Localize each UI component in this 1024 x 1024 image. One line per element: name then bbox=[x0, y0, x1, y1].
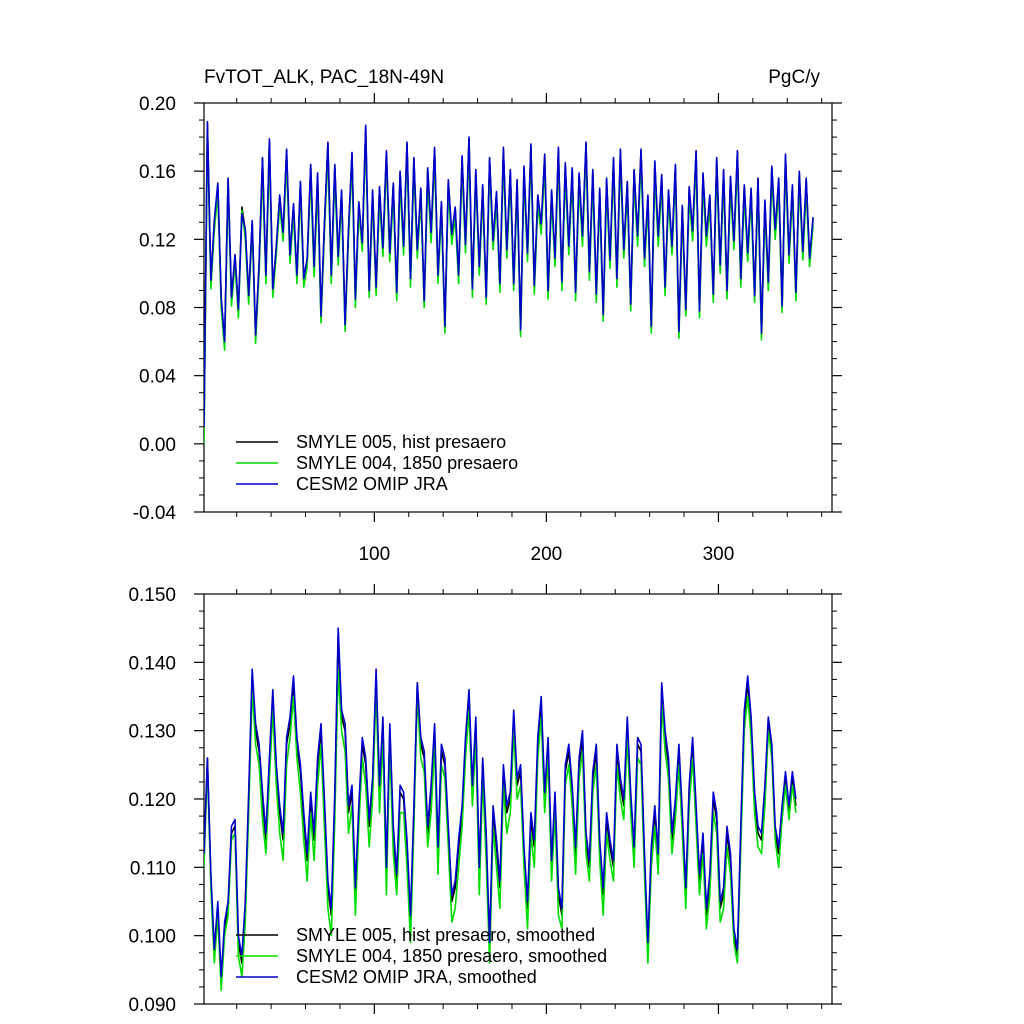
y-tick-label: 0.120 bbox=[128, 790, 176, 811]
y-tick-label: 0.150 bbox=[128, 585, 176, 606]
top-chart-units: PgC/y bbox=[768, 67, 820, 88]
legend-label-omip: CESM2 OMIP JRA bbox=[296, 474, 448, 494]
bottom-legend: SMYLE 005, hist presaero, smoothedSMYLE … bbox=[236, 925, 607, 987]
series-line-smyle004 bbox=[204, 668, 797, 992]
y-tick-label: 0.090 bbox=[128, 995, 176, 1016]
y-tick-label: 0.140 bbox=[128, 653, 176, 674]
y-tick-label: 0.20 bbox=[139, 94, 176, 115]
y-tick-label: 0.16 bbox=[139, 162, 176, 183]
y-tick-label: 0.110 bbox=[130, 858, 176, 879]
legend-label-smyle004: SMYLE 004, 1850 presaero bbox=[296, 453, 518, 473]
series-line-smyle005 bbox=[204, 122, 814, 436]
top-chart-title: FvTOT_ALK, PAC_18N-49N bbox=[204, 67, 444, 88]
series-line-omip bbox=[204, 627, 797, 978]
x-tick-label: 300 bbox=[703, 544, 735, 565]
legend-label-smyle005: SMYLE 005, hist presaero, smoothed bbox=[296, 925, 595, 945]
bottom-series-layer bbox=[204, 627, 797, 992]
y-tick-label: -0.04 bbox=[133, 503, 177, 524]
legend-label-omip: CESM2 OMIP JRA, smoothed bbox=[296, 967, 537, 987]
bottom-panel: 0.090 0.100 0.110 0.120 0.130 0.140 0.150 SMYL… bbox=[128, 584, 842, 1016]
y-tick-label: 0.12 bbox=[139, 230, 176, 251]
legend-label-smyle004: SMYLE 004, 1850 presaero, smoothed bbox=[296, 946, 607, 966]
top-axes: -0.04 0.00 0.04 0.08 0.12 0.16 0.20 100 200 300 bbox=[133, 93, 842, 565]
bottom-axes: 0.090 0.100 0.110 0.120 0.130 0.140 0.150 bbox=[128, 584, 842, 1016]
y-tick-label: 0.00 bbox=[139, 435, 176, 456]
series-line-omip bbox=[204, 120, 814, 427]
y-tick-label: 0.04 bbox=[139, 367, 176, 388]
x-tick-label: 100 bbox=[358, 544, 390, 565]
top-panel: FvTOT_ALK, PAC_18N-49N PgC/y -0.04 0.00 0.… bbox=[133, 67, 842, 565]
y-tick-label: 0.130 bbox=[128, 722, 176, 743]
x-tick-label: 200 bbox=[531, 544, 563, 565]
y-tick-label: 0.100 bbox=[128, 927, 176, 948]
legend-label-smyle005: SMYLE 005, hist presaero bbox=[296, 432, 506, 452]
top-series-layer bbox=[204, 120, 814, 444]
series-line-smyle004 bbox=[204, 131, 814, 444]
y-tick-label: 0.08 bbox=[139, 299, 176, 320]
